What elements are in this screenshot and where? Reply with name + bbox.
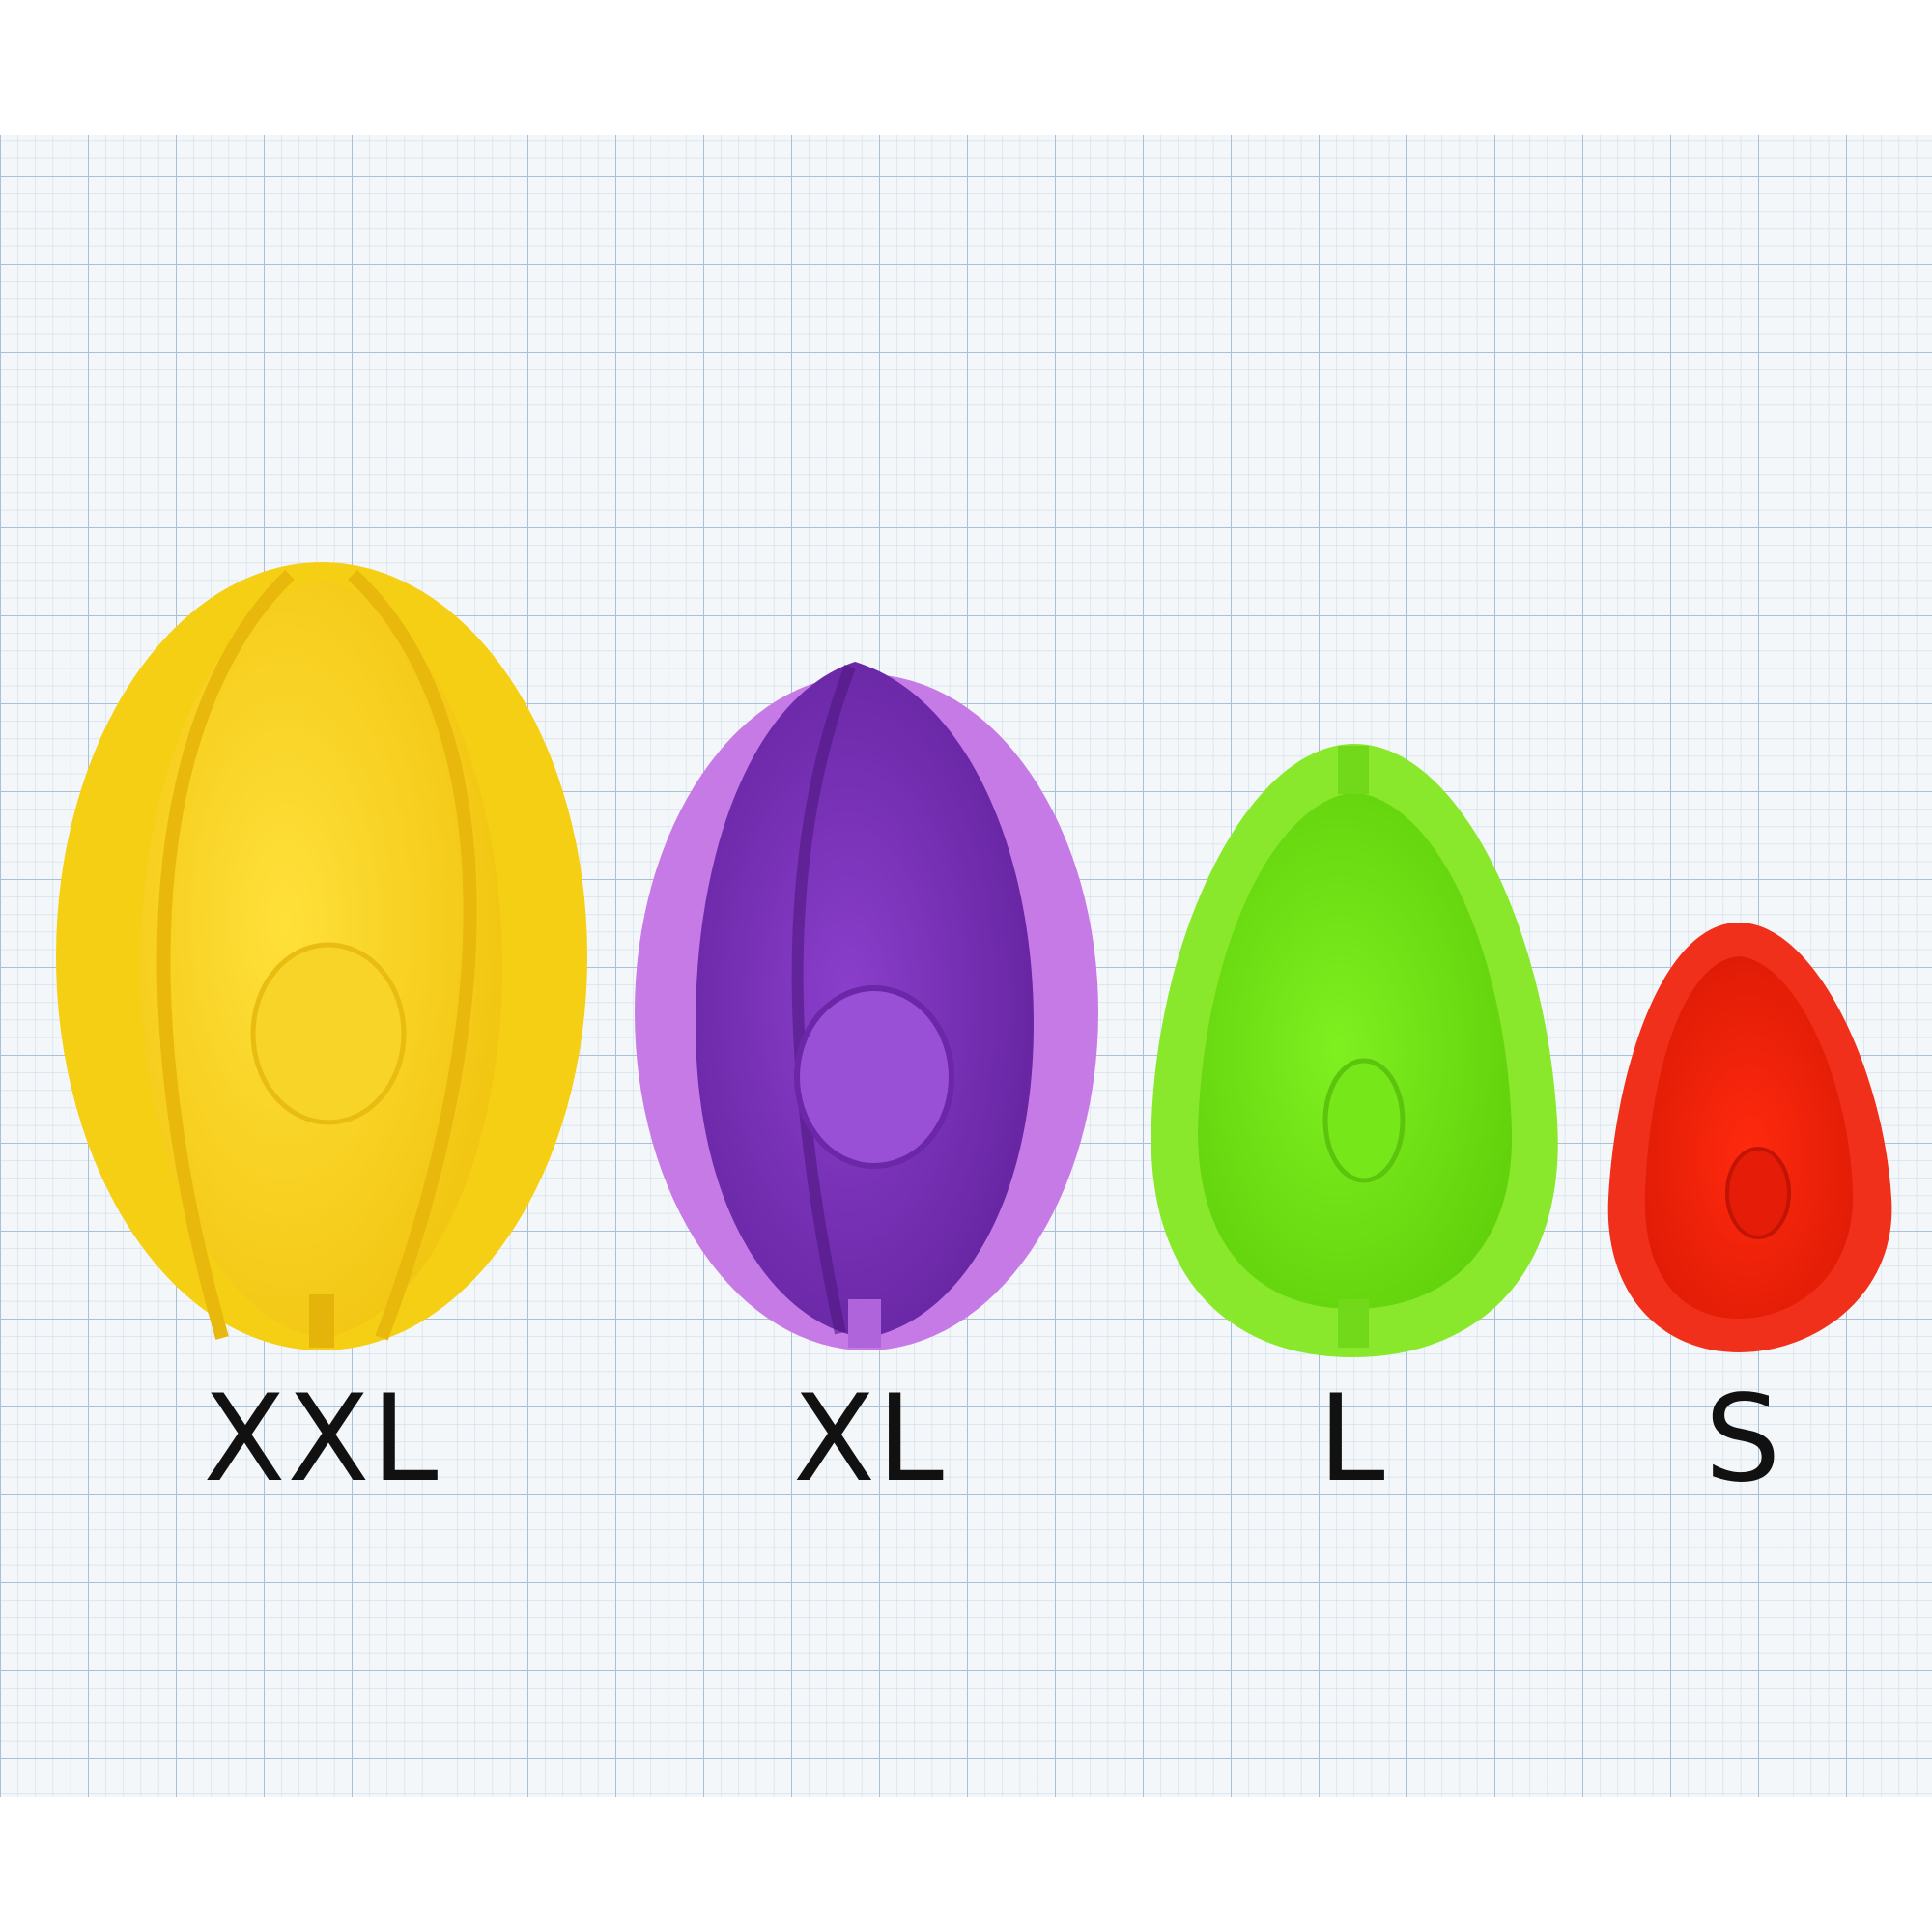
mold-xl-purple	[635, 662, 1098, 1350]
mold-xl-center-dimple	[794, 985, 954, 1169]
mold-xxl-bottom-notch	[309, 1294, 334, 1348]
mold-l-center-dimple	[1322, 1058, 1406, 1183]
mold-xxl-right-rib	[348, 569, 477, 1341]
mold-l-green	[1151, 744, 1558, 1357]
size-label-l: L	[1318, 1370, 1387, 1509]
size-label-xl: XL	[792, 1370, 947, 1509]
mold-s-red	[1607, 923, 1892, 1352]
mold-xxl-yellow	[56, 562, 587, 1350]
mold-xl-bottom-notch	[848, 1299, 881, 1348]
size-label-xxl: XXL	[203, 1370, 440, 1509]
mold-xxl-center-dimple	[250, 942, 407, 1125]
mold-l-top-notch	[1338, 746, 1369, 794]
mold-xl-ridge	[791, 664, 856, 1335]
mold-s-center-dimple	[1725, 1147, 1791, 1239]
mold-s-inner-cavity	[1644, 956, 1854, 1319]
size-label-s: S	[1704, 1370, 1783, 1509]
mold-xxl-left-rib	[156, 569, 295, 1340]
mold-l-inner-cavity	[1198, 792, 1513, 1309]
mold-l-bottom-notch	[1338, 1299, 1369, 1348]
